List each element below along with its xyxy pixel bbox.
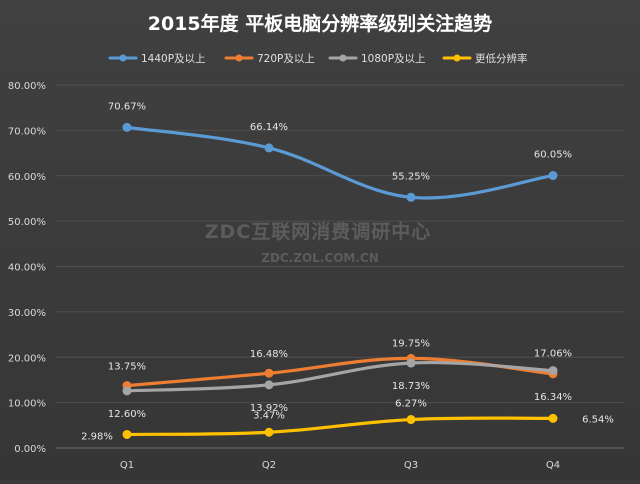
data-label: 3.47% xyxy=(253,410,285,421)
watermark-title: ZDC互联网消费调研中心 xyxy=(205,220,432,243)
series-line xyxy=(125,416,555,437)
data-point xyxy=(548,366,558,376)
x-tick-label: Q2 xyxy=(262,460,276,471)
y-tick-label: 60.00% xyxy=(8,172,46,183)
series-line xyxy=(125,360,555,393)
y-tick-label: 20.00% xyxy=(8,353,46,364)
series-line xyxy=(125,125,555,200)
data-label: 55.25% xyxy=(392,171,430,182)
x-tick-label: Q4 xyxy=(546,460,560,471)
y-tick-label: 50.00% xyxy=(8,217,46,228)
data-point xyxy=(406,358,416,368)
series-4 xyxy=(122,413,558,439)
data-label: 18.73% xyxy=(392,381,430,392)
series-3 xyxy=(122,358,558,396)
data-label: 17.06% xyxy=(534,349,572,360)
legend-label: 1080P及以上 xyxy=(361,53,426,65)
data-point xyxy=(264,427,274,437)
series-1 xyxy=(122,122,558,202)
x-axis: Q1 Q2 Q3 Q4 xyxy=(120,460,560,471)
data-point xyxy=(122,122,132,132)
data-label: 2.98% xyxy=(81,431,113,442)
data-label: 6.54% xyxy=(582,414,614,425)
legend-swatch-marker xyxy=(339,54,347,62)
y-tick-label: 40.00% xyxy=(8,263,46,274)
data-point xyxy=(406,192,416,202)
y-tick-label: 80.00% xyxy=(8,81,46,92)
x-tick-label: Q3 xyxy=(404,460,418,471)
data-label: 19.75% xyxy=(392,338,430,349)
legend-item: 720P及以上 xyxy=(224,53,315,65)
data-label: 6.27% xyxy=(395,399,427,410)
legend-item: 1080P及以上 xyxy=(328,53,426,65)
legend-item: 更低分辨率 xyxy=(442,52,528,65)
data-label: 70.67% xyxy=(108,101,146,112)
data-label: 60.05% xyxy=(534,150,572,161)
x-tick-label: Q1 xyxy=(120,460,134,471)
data-label: 16.48% xyxy=(250,349,288,360)
legend-item: 1440P及以上 xyxy=(108,53,206,65)
data-label: 12.60% xyxy=(108,409,146,420)
data-point xyxy=(264,368,274,378)
series-group xyxy=(122,122,558,439)
legend: 1440P及以上 720P及以上 1080P及以上 更低分辨率 xyxy=(108,52,528,65)
chart-title: 2015年度 平板电脑分辨率级别关注趋势 xyxy=(148,12,493,35)
data-point xyxy=(122,386,132,396)
data-point xyxy=(406,415,416,425)
legend-label: 720P及以上 xyxy=(257,53,315,65)
data-point xyxy=(548,171,558,181)
legend-label: 1440P及以上 xyxy=(141,53,206,65)
legend-label: 更低分辨率 xyxy=(475,52,528,65)
y-axis: 0.00% 10.00% 20.00% 30.00% 40.00% 50.00% 60.00… xyxy=(8,81,46,455)
y-tick-label: 10.00% xyxy=(8,399,46,410)
watermark-url: ZDC.ZOL.COM.CN xyxy=(261,251,379,265)
data-point xyxy=(264,380,274,390)
data-label: 13.92% xyxy=(250,403,288,414)
data-point xyxy=(122,429,132,439)
gridlines xyxy=(56,84,624,449)
data-label: 13.75% xyxy=(108,362,146,373)
data-labels: 70.67% 66.14% 55.25% 60.05% 13.75% 16.48% 19.7… xyxy=(81,101,614,442)
legend-swatch-marker xyxy=(235,54,243,62)
data-point xyxy=(264,143,274,153)
y-tick-label: 70.00% xyxy=(8,126,46,137)
data-label: 16.34% xyxy=(534,392,572,403)
y-tick-label: 0.00% xyxy=(14,444,46,455)
y-tick-label: 30.00% xyxy=(8,308,46,319)
legend-swatch-marker xyxy=(453,54,461,62)
watermark: ZDC互联网消费调研中心 ZDC.ZOL.COM.CN xyxy=(205,220,432,265)
legend-swatch-marker xyxy=(119,54,127,62)
data-label: 66.14% xyxy=(250,122,288,133)
data-point xyxy=(548,413,558,423)
